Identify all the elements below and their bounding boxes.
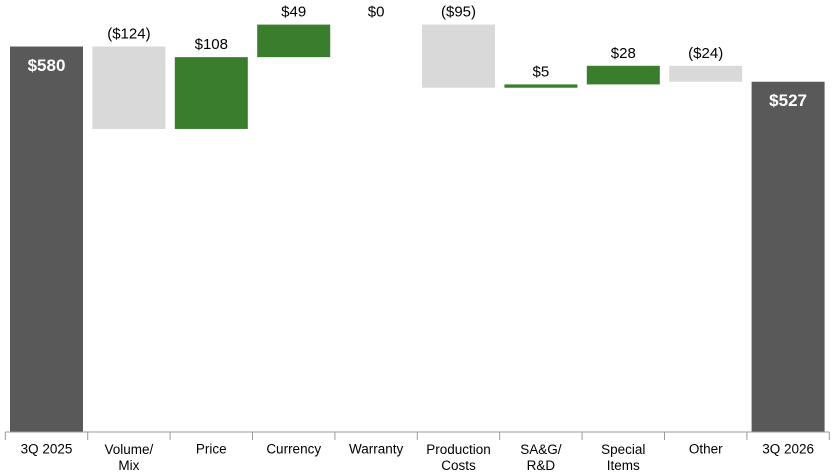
value-label: $5 (533, 63, 550, 80)
value-label: $28 (611, 45, 636, 62)
bar (751, 81, 825, 433)
x-tick-label: Production Costs (426, 442, 491, 473)
x-tick-label: Warranty (349, 442, 404, 457)
x-tick-label: 3Q 2026 (762, 442, 814, 457)
x-tick-label: Other (689, 442, 723, 457)
bar (257, 24, 331, 58)
bar (669, 65, 743, 82)
x-tick-label: 3Q 2025 (21, 442, 73, 457)
value-label: $49 (281, 4, 306, 21)
bar (422, 24, 495, 88)
value-label: $527 (769, 91, 807, 110)
value-label: $580 (28, 56, 66, 75)
x-tick-label: Currency (266, 442, 321, 457)
value-label: $0 (368, 4, 385, 21)
value-label: ($124) (107, 25, 150, 42)
x-tick-label: Price (196, 442, 227, 457)
bar (174, 57, 248, 129)
x-tick-label: Volume/Mix (105, 442, 154, 473)
value-label: ($24) (688, 45, 723, 62)
x-tick-label: Special Items (601, 442, 645, 473)
bar (586, 65, 660, 85)
bar (92, 46, 166, 129)
x-tick-label: SA&G/R&D (520, 442, 562, 473)
bar (504, 84, 578, 88)
bar (10, 46, 83, 433)
value-label: ($95) (441, 4, 476, 21)
value-label: $108 (195, 36, 228, 53)
